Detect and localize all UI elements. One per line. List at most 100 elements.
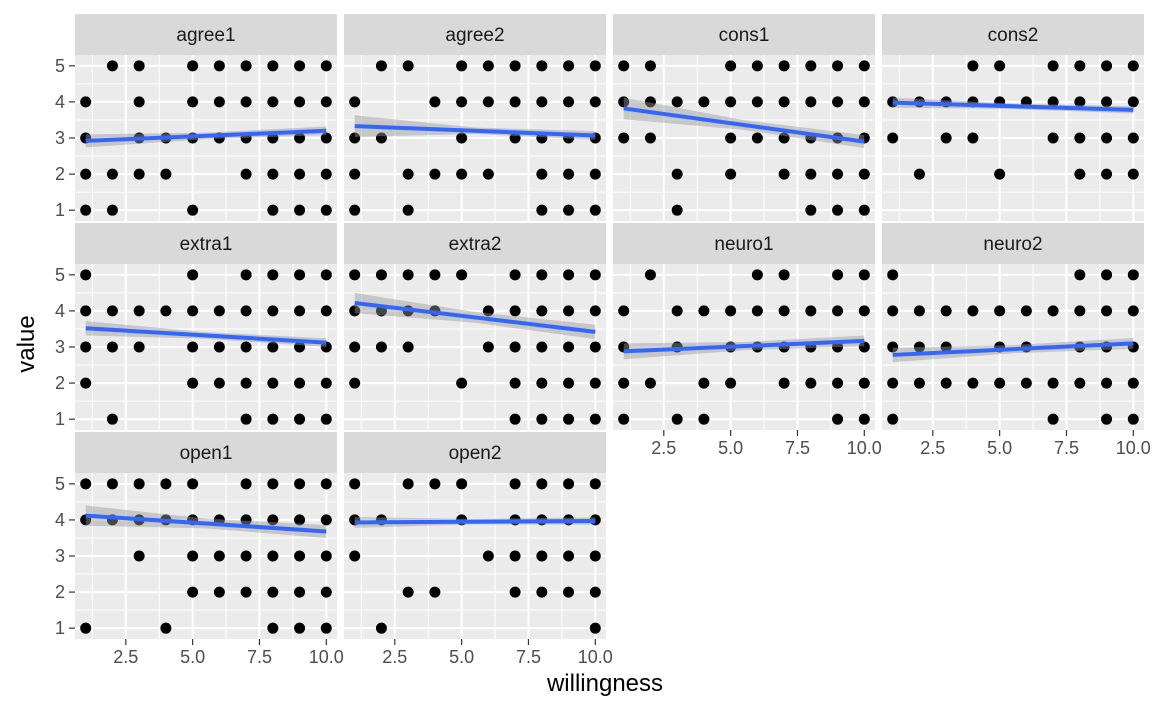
- data-point: [858, 305, 870, 317]
- data-point: [940, 341, 952, 353]
- x-tick-label: 5.0: [718, 438, 743, 458]
- data-point: [294, 514, 306, 526]
- facet-label: cons2: [988, 25, 1039, 46]
- regression-line: [892, 100, 1134, 112]
- facet-label: cons1: [719, 25, 770, 46]
- data-point: [187, 60, 199, 72]
- data-point: [751, 305, 763, 317]
- data-point: [887, 413, 899, 425]
- data-point: [267, 514, 279, 526]
- data-point: [832, 60, 844, 72]
- data-point: [456, 96, 468, 108]
- data-point: [133, 478, 145, 490]
- data-point: [618, 377, 630, 389]
- data-point: [240, 305, 252, 317]
- data-point: [106, 204, 118, 216]
- data-point: [1127, 132, 1139, 144]
- x-tick-label: 2.5: [113, 647, 138, 667]
- data-point: [267, 60, 279, 72]
- data-point: [320, 622, 332, 634]
- facet-panel: agree1 1 2 3 4 5: [55, 14, 337, 221]
- data-point: [644, 60, 656, 72]
- data-point: [509, 132, 521, 144]
- data-point: [240, 168, 252, 180]
- data-point: [240, 60, 252, 72]
- facet-panel: extra1 1 2 3 4 5: [55, 223, 337, 430]
- facet-panel: neuro1 2.5 5.0 7.5 10.0: [613, 223, 882, 458]
- data-point: [751, 96, 763, 108]
- data-point: [349, 478, 361, 490]
- facet-panel: cons2: [882, 14, 1144, 221]
- data-point: [509, 413, 521, 425]
- data-point: [994, 305, 1006, 317]
- data-point: [429, 168, 441, 180]
- data-point: [106, 60, 118, 72]
- data-point: [160, 622, 172, 634]
- data-point: [482, 305, 494, 317]
- data-point: [536, 96, 548, 108]
- data-point: [429, 478, 441, 490]
- data-point: [618, 96, 630, 108]
- data-point: [213, 550, 225, 562]
- data-point: [563, 341, 575, 353]
- data-point: [618, 60, 630, 72]
- data-point: [751, 269, 763, 281]
- data-point: [106, 168, 118, 180]
- data-point: [563, 204, 575, 216]
- data-point: [536, 305, 548, 317]
- data-point: [294, 478, 306, 490]
- data-point: [1127, 305, 1139, 317]
- data-point: [725, 377, 737, 389]
- data-point: [589, 478, 601, 490]
- data-point: [320, 60, 332, 72]
- data-point: [805, 377, 817, 389]
- data-point: [509, 377, 521, 389]
- y-tick-label: 4: [55, 510, 65, 530]
- data-point: [267, 586, 279, 598]
- data-point: [294, 413, 306, 425]
- x-tick-label: 10.0: [309, 647, 344, 667]
- data-point: [402, 269, 414, 281]
- data-point: [133, 305, 145, 317]
- data-point: [187, 550, 199, 562]
- facet-label: neuro2: [983, 234, 1042, 255]
- data-point: [213, 341, 225, 353]
- data-point: [1020, 305, 1032, 317]
- data-point: [294, 377, 306, 389]
- x-tick-label: 7.5: [785, 438, 810, 458]
- data-point: [509, 586, 521, 598]
- data-point: [240, 341, 252, 353]
- data-point: [375, 622, 387, 634]
- data-point: [536, 341, 548, 353]
- data-point: [589, 204, 601, 216]
- data-point: [80, 204, 92, 216]
- facet-strip: [75, 14, 337, 55]
- data-point: [887, 377, 899, 389]
- data-point: [618, 132, 630, 144]
- data-point: [267, 622, 279, 634]
- y-tick-label: 1: [55, 618, 65, 638]
- data-point: [1074, 269, 1086, 281]
- data-point: [133, 168, 145, 180]
- data-point: [858, 341, 870, 353]
- data-point: [267, 269, 279, 281]
- data-point: [349, 341, 361, 353]
- y-tick-label: 4: [55, 301, 65, 321]
- data-point: [887, 341, 899, 353]
- data-point: [832, 305, 844, 317]
- data-point: [187, 377, 199, 389]
- x-tick-label: 2.5: [382, 647, 407, 667]
- data-point: [1101, 96, 1113, 108]
- data-point: [1047, 60, 1059, 72]
- data-point: [778, 269, 790, 281]
- regression-line: [354, 518, 596, 525]
- data-point: [698, 96, 710, 108]
- data-point: [563, 96, 575, 108]
- data-point: [80, 96, 92, 108]
- data-point: [698, 413, 710, 425]
- x-tick-label: 10.0: [578, 647, 613, 667]
- data-point: [1101, 377, 1113, 389]
- data-point: [482, 96, 494, 108]
